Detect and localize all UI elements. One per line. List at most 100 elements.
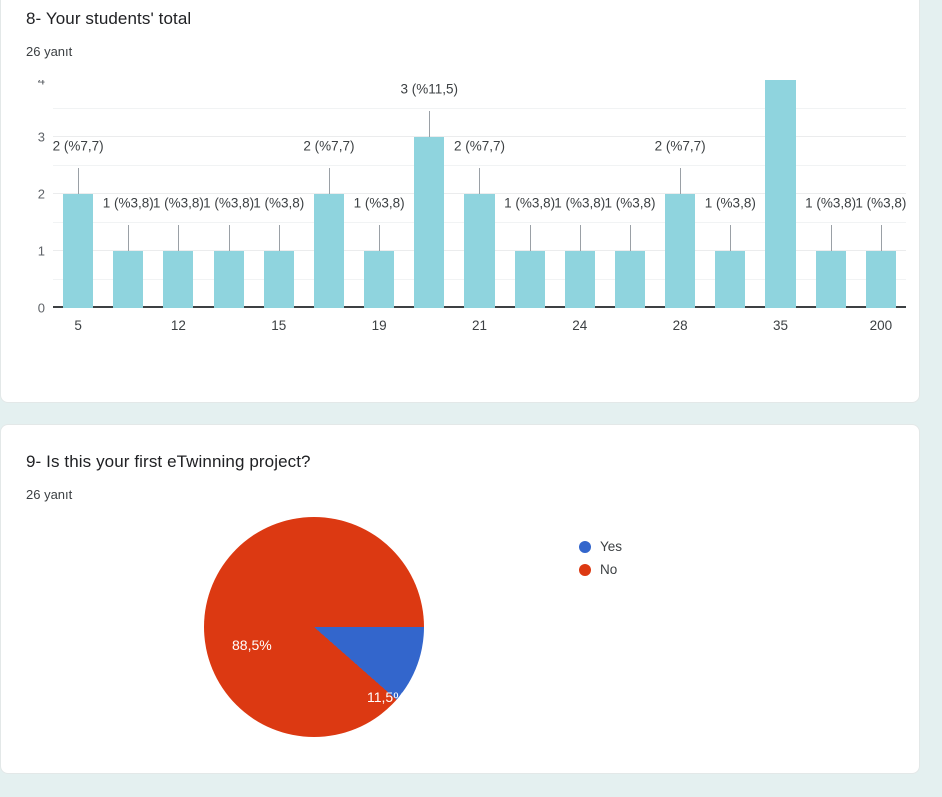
bar[interactable]	[665, 194, 696, 308]
bar-label-stem	[830, 225, 832, 251]
bar-data-label: 1 (%3,8)	[203, 195, 255, 210]
bar-label-stem	[529, 225, 531, 251]
bar[interactable]	[163, 251, 194, 308]
bar-label-stem	[680, 168, 682, 194]
x-axis-tick: 35	[772, 318, 788, 333]
legend-label-yes: Yes	[600, 539, 623, 554]
bar-label-stem	[579, 225, 581, 251]
bar[interactable]	[865, 251, 896, 308]
bar-data-label: 2 (%7,7)	[453, 138, 505, 153]
pie-chart-first-project: 88,5% 11,5% Yes No	[1, 517, 921, 767]
bar-chart-clip: 2 (%7,7) 1 (%3,8) 1 (%3,8) 1 (%3,8) 1 (%3,8)…	[26, 80, 906, 338]
y-axis-tick: 0	[37, 300, 45, 316]
legend-color-swatch-yes	[579, 540, 591, 553]
x-axis-tick: 5	[74, 318, 82, 333]
bar-data-label: 1 (%3,8)	[353, 195, 405, 210]
x-axis-tick	[505, 310, 555, 336]
bar-slot[interactable]: 4 (%15,4)	[755, 80, 805, 308]
bar[interactable]	[464, 194, 495, 308]
bar-data-label: 1 (%3,8)	[152, 195, 204, 210]
bar-data-label: 1 (%3,8)	[102, 195, 154, 210]
bar-data-label: 1 (%3,8)	[805, 195, 857, 210]
bar-slot[interactable]: 3 (%11,5)	[401, 80, 458, 308]
bar-label-stem	[880, 225, 882, 251]
gridline	[53, 164, 906, 166]
bar[interactable]	[263, 251, 294, 308]
pie-legend: Yes No	[579, 535, 622, 581]
response-count-9: 26 yanıt	[26, 487, 73, 502]
bar-slot[interactable]: 1 (%3,8)	[705, 80, 756, 308]
bar-data-label: 3 (%11,5)	[400, 81, 459, 96]
bar-label-stem	[479, 168, 481, 194]
bar-slot[interactable]: 2 (%7,7)	[453, 80, 505, 308]
bar[interactable]	[765, 80, 796, 308]
bar-label-stem	[278, 225, 280, 251]
gridline	[53, 107, 906, 109]
page-title: 8- Your students' total	[26, 9, 192, 28]
bar-label-stem	[629, 225, 631, 251]
bar[interactable]	[815, 251, 846, 308]
bar[interactable]	[364, 251, 395, 308]
gridline	[53, 136, 906, 137]
bar-label-stem	[730, 225, 732, 251]
x-axis-tick	[806, 310, 856, 336]
bar-data-label: 1 (%3,8)	[855, 195, 906, 210]
bar-slot[interactable]: 1 (%3,8)	[203, 80, 255, 308]
bar-data-label: 2 (%7,7)	[303, 138, 355, 153]
x-axis-labels: 5 12 15 19 21 24 28 35 200	[53, 310, 906, 336]
bar-slot[interactable]: 1 (%3,8)	[102, 80, 154, 308]
question-card-9: 9- Is this your first eTwinning project?…	[0, 424, 920, 774]
bar[interactable]	[564, 251, 595, 308]
x-axis-tick	[304, 310, 354, 336]
bar-data-label: 2 (%7,7)	[52, 138, 104, 153]
y-axis-tick: 1	[37, 243, 45, 259]
x-axis-tick: 28	[672, 318, 688, 333]
x-axis-tick: 200	[869, 318, 893, 333]
bar-slot[interactable]: 2 (%7,7)	[303, 80, 355, 308]
bar-data-label: 1 (%3,8)	[253, 195, 305, 210]
bar-slot[interactable]: 2 (%7,7)	[654, 80, 706, 308]
bar-label-stem	[328, 168, 330, 194]
bar[interactable]	[414, 137, 445, 308]
x-axis-tick: 15	[271, 318, 287, 333]
bar-slot[interactable]: 1 (%3,8)	[554, 80, 606, 308]
bar-slot[interactable]: 2 (%7,7)	[52, 80, 104, 308]
bar-data-label: 2 (%7,7)	[654, 138, 706, 153]
x-axis-tick	[103, 310, 153, 336]
bar[interactable]	[313, 194, 344, 308]
bar-slot[interactable]: 1 (%3,8)	[253, 80, 305, 308]
x-axis-tick: 21	[471, 318, 487, 333]
bar-label-stem	[429, 111, 431, 137]
legend-item-yes[interactable]: Yes	[579, 535, 622, 558]
bar-label-stem	[78, 168, 80, 194]
page-title-9: 9- Is this your first eTwinning project?	[26, 452, 311, 471]
bar[interactable]	[213, 251, 244, 308]
bar-chart-students-total: 2 (%7,7) 1 (%3,8) 1 (%3,8) 1 (%3,8) 1 (%3,8)…	[26, 80, 906, 333]
y-axis-tick: 2	[37, 186, 45, 202]
bar-data-label: 1 (%3,8)	[604, 195, 656, 210]
bar[interactable]	[113, 251, 144, 308]
legend-item-no[interactable]: No	[579, 558, 622, 581]
bar-data-label: 1 (%3,8)	[554, 195, 606, 210]
x-axis-tick: 19	[371, 318, 387, 333]
x-axis-tick	[705, 310, 755, 336]
bar-slot[interactable]: 1 (%3,8)	[353, 80, 405, 308]
bar-slot[interactable]: 1 (%3,8)	[152, 80, 204, 308]
bar-slot[interactable]: 1 (%3,8)	[855, 80, 906, 308]
bar-data-label: 1 (%3,8)	[504, 195, 556, 210]
bar-slot[interactable]: 1 (%3,8)	[805, 80, 857, 308]
bar[interactable]	[715, 251, 746, 308]
bar-label-stem	[178, 225, 180, 251]
legend-color-swatch-no	[579, 563, 591, 576]
bar[interactable]	[514, 251, 545, 308]
x-axis-tick	[204, 310, 254, 336]
bar-label-stem	[379, 225, 381, 251]
bar-series: 2 (%7,7) 1 (%3,8) 1 (%3,8) 1 (%3,8) 1 (%3,8)…	[53, 80, 906, 308]
response-count-8: 26 yanıt	[26, 44, 73, 59]
bar-slot[interactable]: 1 (%3,8)	[604, 80, 656, 308]
pie-disc	[204, 517, 424, 737]
pie-slice-label-yes: 11,5%	[367, 689, 406, 705]
bar[interactable]	[63, 194, 94, 308]
bar-slot[interactable]: 1 (%3,8)	[504, 80, 556, 308]
bar[interactable]	[614, 251, 646, 308]
